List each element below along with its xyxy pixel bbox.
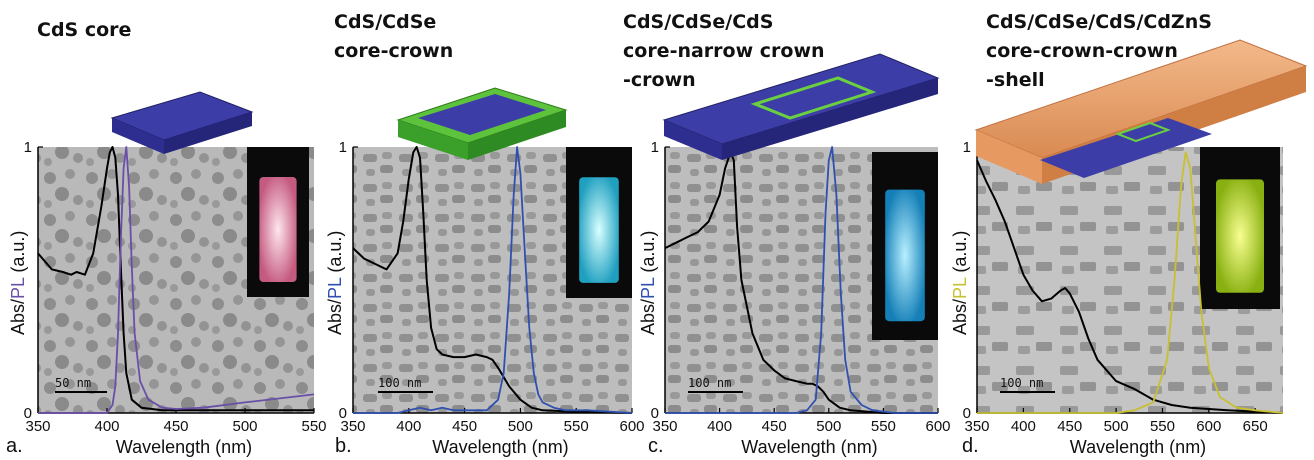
y-tick-label: 0	[24, 405, 32, 422]
x-tick-label: 350	[25, 418, 50, 435]
panel-c: 100 nm 350 400 450 500 550 600 0 1 Wavelength (nm…	[623, 11, 951, 457]
x-axis-title: Wavelength (nm)	[741, 437, 877, 457]
panel-letter: a.	[6, 435, 23, 457]
y-tick-label: 1	[339, 139, 347, 156]
panel-letter: d.	[962, 435, 979, 457]
series-line-pl	[977, 151, 1284, 414]
x-axis-title: Wavelength (nm)	[432, 437, 568, 457]
scale-bar: 100 nm	[1000, 376, 1055, 393]
nanoplatelet-schematic	[974, 39, 1308, 184]
scale-bar: 50 nm	[55, 376, 107, 393]
scale-bar-label: 50 nm	[55, 376, 91, 390]
x-tick-label: 450	[762, 418, 787, 435]
panel-title-line: CdS/CdSe	[334, 11, 436, 33]
x-tick-label: 500	[816, 418, 841, 435]
x-axis-title: Wavelength (nm)	[1070, 437, 1206, 457]
y-tick-label: 1	[651, 139, 659, 156]
vial-photo	[872, 152, 938, 340]
y-tick-label: 1	[963, 139, 971, 156]
y-tick-label: 0	[651, 405, 659, 422]
panel-title-line: -shell	[986, 69, 1045, 91]
panel-title-line: CdS core	[37, 19, 131, 41]
x-tick-label: 550	[564, 418, 589, 435]
x-tick-label: 400	[707, 418, 732, 435]
panel-title-line: core-crown-crown	[986, 40, 1178, 62]
y-axis-title: Abs/PL (a.u.)	[950, 231, 970, 335]
x-tick-label: 350	[340, 418, 365, 435]
x-tick-label: 400	[1011, 418, 1036, 435]
series-line-abs	[352, 146, 633, 414]
scale-bar-label: 100 nm	[1000, 376, 1043, 390]
vial-photo	[247, 147, 309, 297]
x-tick-label: 450	[1057, 418, 1082, 435]
x-tick-label: 350	[652, 418, 677, 435]
x-tick-label: 400	[94, 418, 119, 435]
panel-title-line: CdS/CdSe/CdS	[623, 11, 773, 33]
x-tick-label: 500	[508, 418, 533, 435]
x-axis-title: Wavelength (nm)	[116, 437, 252, 457]
scale-bar: 100 nm	[378, 376, 433, 393]
panel-title-line: CdS/CdSe/CdS/CdZnS	[986, 11, 1212, 33]
x-tick-label: 600	[925, 418, 950, 435]
y-axis-title: Abs/PL (a.u.)	[325, 231, 345, 335]
x-tick-label: 500	[1104, 418, 1129, 435]
y-tick-label: 1	[24, 139, 32, 156]
panel-title-line: -crown	[623, 69, 696, 91]
y-axis-title: Abs/PL (a.u.)	[638, 231, 658, 335]
panel-title-line: core-narrow crown	[623, 40, 825, 62]
panel-title-line: core-crown	[334, 40, 453, 62]
nanoplatelet-schematic	[110, 91, 254, 154]
x-tick-label: 550	[301, 418, 326, 435]
y-tick-label: 0	[339, 405, 347, 422]
x-tick-label: 600	[1196, 418, 1221, 435]
x-tick-label: 400	[396, 418, 421, 435]
x-tick-label: 650	[1243, 418, 1268, 435]
x-tick-label: 550	[1150, 418, 1175, 435]
x-tick-label: 450	[452, 418, 477, 435]
panel-a: 50 nm 350 400 450 500 550 0 1 Wavelength (nm) Abs…	[6, 19, 327, 457]
series-line-pl	[353, 146, 633, 414]
series-line-abs	[976, 159, 1284, 414]
series-line-pl	[665, 146, 938, 414]
series-line-abs	[37, 146, 314, 412]
scale-bar-label: 100 nm	[688, 376, 731, 390]
scale-bar: 100 nm	[688, 376, 743, 393]
x-tick-label: 500	[232, 418, 257, 435]
series-line-abs	[664, 151, 938, 414]
panel-d: 100 nm 350 400 450 500 550 600 650 0 1 Wavelength …	[950, 11, 1308, 457]
nanoplatelet-schematic	[396, 87, 568, 160]
x-tick-label: 350	[964, 418, 989, 435]
y-axis-title: Abs/PL (a.u.)	[8, 231, 28, 335]
vial-photo	[1200, 147, 1280, 309]
panel-b: 100 nm 350 400 450 500 550 600 0 1 Wavelength (nm…	[325, 11, 645, 457]
panel-letter: c.	[648, 435, 664, 457]
panel-letter: b.	[335, 435, 352, 457]
x-tick-label: 550	[871, 418, 896, 435]
nanoplatelet-schematic	[662, 53, 940, 160]
y-tick-label: 0	[963, 405, 971, 422]
vial-photo	[566, 147, 632, 298]
x-tick-label: 450	[163, 418, 188, 435]
x-tick-label: 600	[619, 418, 644, 435]
scale-bar-label: 100 nm	[378, 376, 421, 390]
series-line-pl	[38, 146, 315, 414]
